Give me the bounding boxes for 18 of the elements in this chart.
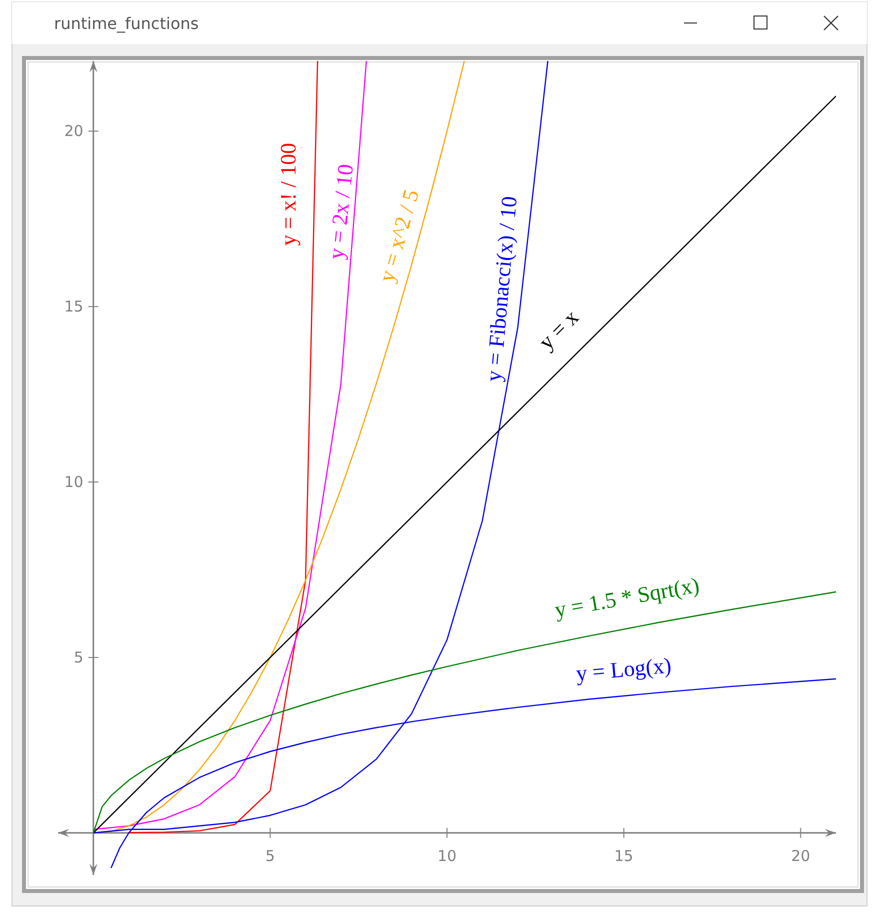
line-series [128, 61, 318, 834]
text: y = x! / 100 [275, 142, 300, 246]
text: y = x^2 / 5 [374, 186, 424, 285]
y-tick-label: 10 [64, 473, 84, 492]
chart-title: runtime_functions [54, 14, 199, 33]
x-tick-label: 10 [437, 846, 457, 865]
text: y = 1.5 * Sqrt(x) [552, 572, 702, 622]
x-tick-label: 5 [265, 846, 275, 865]
y-tick-label: 15 [64, 298, 84, 316]
series-label: y = Log(x) [574, 652, 672, 686]
text: y = Fibonacci(x) / 10 [480, 195, 522, 383]
text: y = x [534, 304, 584, 354]
x-tick-label: 20 [791, 846, 810, 865]
y-tick-label: 20 [64, 122, 84, 140]
text: y = 2x / 10 [323, 162, 358, 260]
y-tick-label: 5 [74, 648, 84, 666]
line-series [92, 61, 367, 830]
x-tick-label: 15 [614, 846, 634, 865]
